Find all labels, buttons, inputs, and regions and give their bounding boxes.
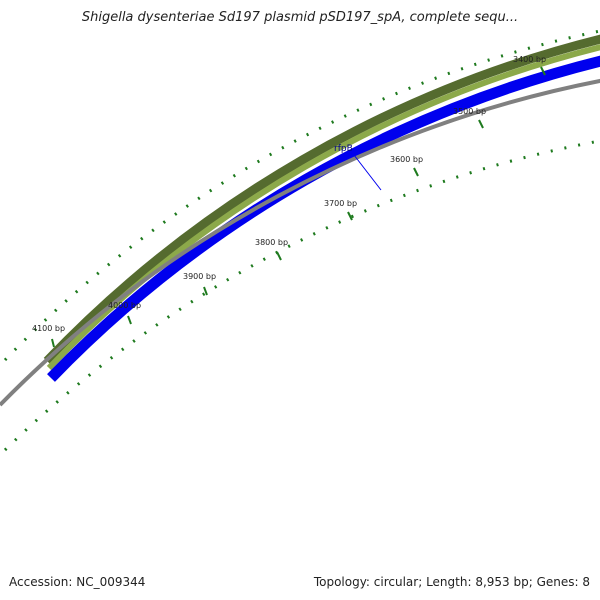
tick-mark xyxy=(540,66,546,76)
tick-mark xyxy=(51,338,55,348)
backbone-ring xyxy=(0,78,600,407)
tick-label: 4100 bp xyxy=(32,324,65,333)
tick-label: 3900 bp xyxy=(183,272,216,281)
tick-label: 3400 bp xyxy=(513,55,546,64)
tick-label: 3500 bp xyxy=(453,107,486,116)
inner-dotted-ring xyxy=(3,139,600,452)
reverse-cds-track xyxy=(47,55,600,382)
tick-mark xyxy=(276,251,282,261)
major-ticks xyxy=(51,66,546,348)
map-title: Shigella dysenteriae Sd197 plasmid pSD19… xyxy=(81,10,519,25)
topology-summary-text: Topology: circular; Length: 8,953 bp; Ge… xyxy=(313,575,590,589)
tick-mark xyxy=(347,211,353,221)
forward-cds-track-outer xyxy=(43,34,600,365)
tick-label: 3800 bp xyxy=(255,238,288,247)
tick-mark xyxy=(127,315,132,325)
tick-labels: 3400 bp 3500 bp 3600 bp 3700 bp 3800 bp … xyxy=(32,55,546,333)
gene-annotation-rfpB[interactable]: rfpB xyxy=(334,144,382,191)
tick-label: 4000 bp xyxy=(108,301,141,310)
tick-mark xyxy=(478,119,484,129)
accession-text: Accession: NC_009344 xyxy=(9,575,146,589)
tick-mark xyxy=(413,167,419,177)
gene-label-leader-line xyxy=(353,154,382,191)
tick-label: 3600 bp xyxy=(390,155,423,164)
arc-layers xyxy=(0,29,600,452)
gene-label[interactable]: rfpB xyxy=(334,144,353,154)
tick-mark xyxy=(203,286,208,296)
tick-label: 3700 bp xyxy=(324,199,357,208)
